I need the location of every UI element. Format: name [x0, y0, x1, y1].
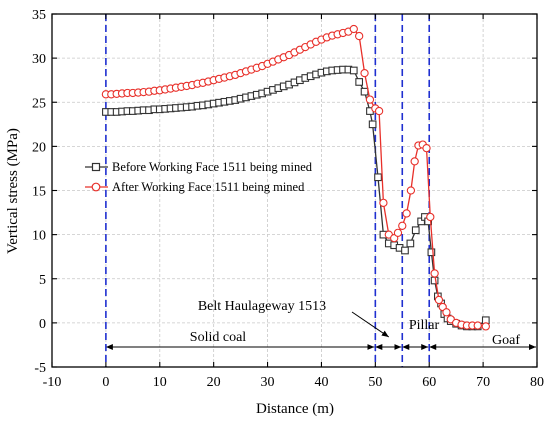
- data-point: [379, 198, 388, 208]
- y-tick-label: 15: [32, 185, 46, 200]
- data-point: [427, 248, 436, 257]
- data-point: [434, 295, 444, 305]
- legend: Before Working Face 1511 being mined Aft…: [85, 160, 313, 194]
- x-axis-title: Distance (m): [256, 401, 334, 417]
- belt-pointer-arrow: [351, 311, 390, 338]
- data-point: [401, 246, 409, 255]
- annotation-goaf: Goaf: [492, 333, 520, 348]
- y-tick-label: 35: [32, 8, 46, 23]
- x-tick-label: 20: [207, 375, 221, 390]
- data-point: [355, 31, 364, 41]
- data-point: [430, 269, 439, 278]
- data-point: [398, 221, 407, 230]
- data-point: [360, 87, 369, 96]
- data-point: [368, 120, 377, 129]
- x-tick-label: 80: [530, 375, 544, 390]
- x-tick-label: 50: [368, 375, 382, 390]
- y-tick-label: 30: [32, 52, 46, 67]
- y-tick-label: 10: [32, 229, 46, 244]
- y-tick-label: -5: [34, 361, 46, 376]
- data-point: [355, 78, 364, 86]
- legend-label-after: After Working Face 1511 being mined: [112, 180, 305, 194]
- x-tick-label: 30: [261, 375, 275, 390]
- x-tick-label: -10: [43, 375, 62, 390]
- y-tick-label: 25: [32, 96, 46, 111]
- data-point: [426, 212, 435, 222]
- data-point: [360, 68, 369, 78]
- data-point: [411, 226, 420, 235]
- x-tick-label: 0: [102, 375, 109, 390]
- axes: -10 0 10 20 30 40 50 60 70 80 -5 0 5 10 15 20 25 30 35: [32, 8, 544, 390]
- y-tick-label: 0: [39, 317, 46, 332]
- x-tick-label: 10: [153, 375, 167, 390]
- legend-marker-after: [91, 182, 101, 192]
- data-point: [481, 322, 490, 331]
- data-point: [365, 95, 375, 104]
- data-point: [410, 157, 419, 166]
- annotation-belt: Belt Haulageway 1513: [198, 299, 326, 314]
- annotation-solid-coal: Solid coal: [190, 330, 246, 345]
- data-point: [406, 239, 415, 248]
- x-tick-label: 60: [422, 375, 436, 390]
- y-tick-label: 20: [32, 140, 46, 155]
- data-point: [349, 66, 358, 75]
- data-point: [349, 24, 358, 34]
- y-axis-title: Vertical stress (MPa): [5, 128, 21, 254]
- x-tick-label: 40: [314, 375, 328, 390]
- data-point: [473, 321, 482, 330]
- y-tick-label: 5: [39, 273, 46, 288]
- data-point: [406, 186, 416, 195]
- data-point: [393, 228, 403, 238]
- x-tick-label: 70: [476, 375, 490, 390]
- data-point: [402, 209, 411, 218]
- data-point: [374, 106, 384, 116]
- annotation-pillar: Pillar: [409, 318, 440, 333]
- legend-marker-before: [91, 162, 101, 172]
- data-point: [442, 308, 451, 317]
- data-point: [422, 143, 431, 153]
- annotations: Belt Haulageway 1513 Solid coal Pillar G…: [105, 299, 536, 350]
- data-point: [374, 173, 382, 182]
- series: [101, 24, 490, 331]
- legend-label-before: Before Working Face 1511 being mined: [112, 160, 313, 174]
- data-point: [430, 276, 439, 285]
